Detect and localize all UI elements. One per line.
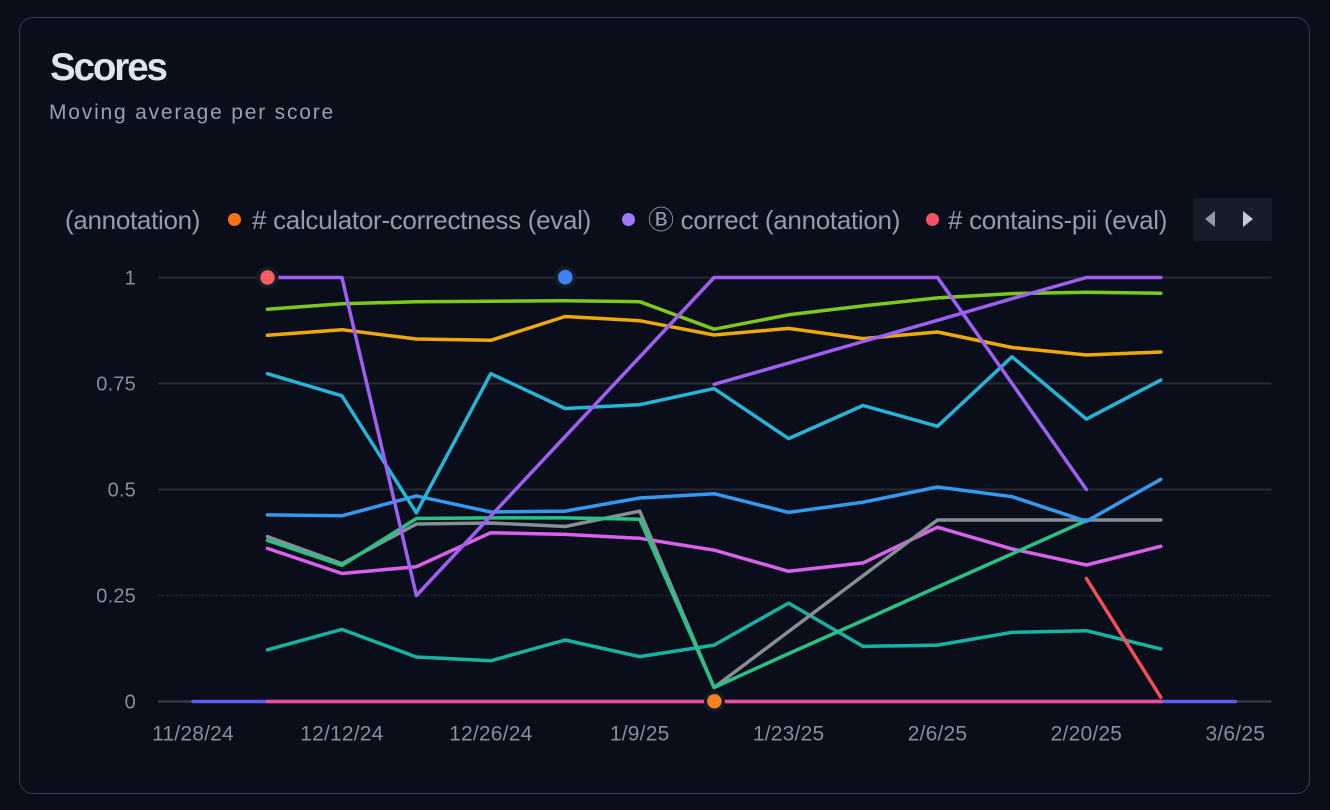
svg-text:2/20/25: 2/20/25	[1051, 723, 1122, 746]
svg-text:12/12/24: 12/12/24	[300, 723, 383, 746]
svg-text:0: 0	[125, 692, 136, 714]
svg-text:2/6/25: 2/6/25	[908, 723, 968, 746]
svg-text:0.75: 0.75	[96, 374, 136, 396]
svg-text:0.25: 0.25	[96, 586, 136, 608]
svg-text:0.5: 0.5	[108, 480, 136, 502]
svg-text:1: 1	[125, 268, 136, 290]
svg-text:11/28/24: 11/28/24	[152, 723, 234, 746]
svg-text:12/26/24: 12/26/24	[449, 723, 532, 746]
svg-text:1/23/25: 1/23/25	[753, 723, 824, 746]
svg-text:1/9/25: 1/9/25	[610, 723, 670, 746]
svg-text:3/6/25: 3/6/25	[1206, 723, 1266, 746]
